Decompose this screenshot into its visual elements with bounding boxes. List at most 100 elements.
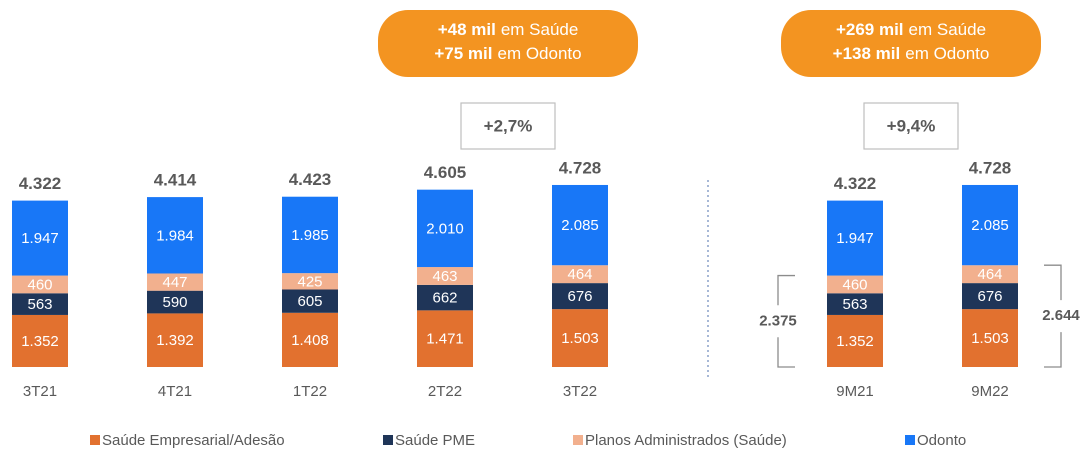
callout-text: +138 mil em Odonto — [833, 44, 990, 63]
callout-text: +48 mil em Saúde — [438, 20, 579, 39]
value-label: 662 — [432, 290, 457, 307]
callout-rest: em Odonto — [498, 44, 582, 63]
value-label: 2.085 — [971, 217, 1009, 234]
value-label: 460 — [27, 276, 52, 293]
bar-segment — [962, 283, 1018, 310]
bar-segment — [12, 200, 68, 276]
bar-segment — [962, 265, 1018, 284]
x-tick-label: 9M22 — [971, 383, 1009, 400]
bracket-label: 2.375 — [759, 312, 797, 329]
bar-segment — [282, 289, 338, 313]
value-label: 1.503 — [971, 330, 1009, 347]
value-label: 2.085 — [561, 217, 599, 234]
bar-segment — [417, 284, 473, 311]
value-label: 1.985 — [291, 227, 329, 244]
callout-rest: em Saúde — [909, 20, 987, 39]
value-label: 447 — [162, 274, 187, 291]
bar-segment — [147, 273, 203, 291]
value-label: 464 — [977, 266, 1002, 283]
bar-segment — [12, 275, 68, 294]
bar-segment — [962, 184, 1018, 266]
callout-bold: +48 mil — [438, 20, 496, 39]
value-label: 1.471 — [426, 331, 464, 348]
value-label: 1.947 — [21, 230, 59, 247]
value-label: 463 — [432, 268, 457, 285]
value-label: 1.392 — [156, 332, 194, 349]
value-label: 676 — [977, 288, 1002, 305]
bar-segment — [827, 200, 883, 276]
value-label: 1.352 — [21, 333, 59, 350]
growth-box — [460, 102, 556, 150]
callout-bubble — [781, 10, 1041, 77]
legend-swatch — [573, 435, 583, 445]
bar-segment — [552, 184, 608, 266]
value-label: 1.503 — [561, 330, 599, 347]
bar-segment — [827, 314, 883, 367]
total-label: 4.414 — [154, 171, 197, 190]
value-label: 563 — [27, 296, 52, 313]
value-label: 2.010 — [426, 220, 464, 237]
x-tick-label: 9M21 — [836, 383, 874, 400]
legend-swatch — [383, 435, 393, 445]
callout-rest: em Saúde — [501, 20, 579, 39]
legend-label: Odonto — [917, 432, 966, 449]
callout-text: +75 mil em Odonto — [434, 44, 581, 63]
total-label: 4.605 — [424, 163, 467, 182]
value-label: 605 — [297, 293, 322, 310]
bar-segment — [12, 314, 68, 367]
bar-segment — [147, 290, 203, 314]
legend-label: Planos Administrados (Saúde) — [585, 432, 787, 449]
bar-segment — [12, 293, 68, 315]
value-label: 1.408 — [291, 332, 329, 349]
callout-text: +269 mil em Saúde — [836, 20, 986, 39]
value-label: 563 — [842, 296, 867, 313]
bar-segment — [282, 273, 338, 290]
legend-swatch — [905, 435, 915, 445]
x-tick-label: 3T22 — [563, 383, 597, 400]
legend-label: Saúde Empresarial/Adesão — [102, 432, 285, 449]
callout-bold: +269 mil — [836, 20, 904, 39]
x-tick-label: 1T22 — [293, 383, 327, 400]
total-label: 4.728 — [559, 158, 602, 177]
total-label: 4.423 — [289, 170, 332, 189]
bar-segment — [552, 283, 608, 310]
bar-segment — [417, 267, 473, 285]
bar-segment — [962, 309, 1018, 367]
bar-segment — [417, 310, 473, 367]
bar-segment — [282, 312, 338, 367]
bracket-label: 2.644 — [1042, 307, 1080, 324]
callout-rest: em Odonto — [905, 44, 989, 63]
value-label: 1.947 — [836, 230, 874, 247]
callout-bubble — [378, 10, 638, 77]
legend-label: Saúde PME — [395, 432, 475, 449]
value-label: 425 — [297, 273, 322, 290]
x-tick-label: 2T22 — [428, 383, 462, 400]
bar-segment — [417, 189, 473, 268]
value-label: 460 — [842, 276, 867, 293]
bar-segment — [552, 265, 608, 284]
bracket — [1044, 264, 1062, 368]
total-label: 4.322 — [834, 174, 877, 193]
growth-label: +9,4% — [887, 116, 936, 135]
value-label: 464 — [567, 266, 592, 283]
bracket — [777, 274, 795, 368]
value-label: 1.984 — [156, 227, 194, 244]
bar-segment — [552, 309, 608, 367]
callout-bold: +75 mil — [434, 44, 492, 63]
growth-label: +2,7% — [484, 116, 533, 135]
growth-box — [863, 102, 959, 150]
value-label: 1.352 — [836, 333, 874, 350]
bar-segment — [282, 196, 338, 274]
total-label: 4.728 — [969, 158, 1012, 177]
x-tick-label: 4T21 — [158, 383, 192, 400]
bar-segment — [147, 313, 203, 367]
value-label: 676 — [567, 288, 592, 305]
bar-segment — [827, 275, 883, 294]
callout-bold: +138 mil — [833, 44, 901, 63]
x-tick-label: 3T21 — [23, 383, 57, 400]
total-label: 4.322 — [19, 174, 62, 193]
bar-segment — [147, 197, 203, 274]
legend-swatch — [90, 435, 100, 445]
bar-segment — [827, 293, 883, 315]
